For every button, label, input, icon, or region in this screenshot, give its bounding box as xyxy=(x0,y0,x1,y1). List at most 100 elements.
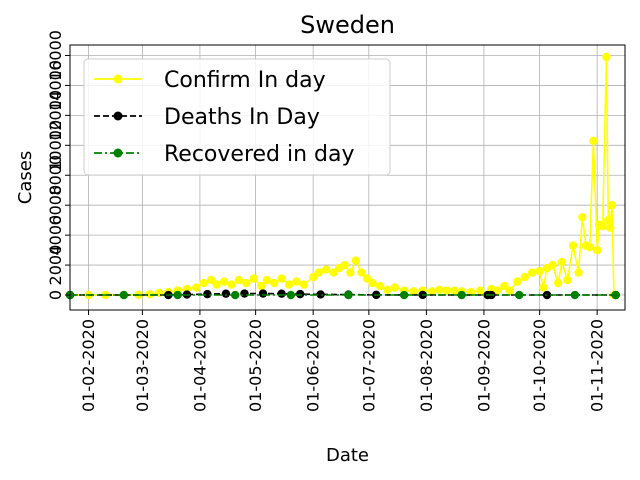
x-axis-label: Date xyxy=(326,445,369,466)
data-point xyxy=(607,200,617,210)
legend-swatch-marker xyxy=(113,74,123,84)
data-point xyxy=(145,290,155,299)
x-tick-label: 01-09-2020 xyxy=(474,319,493,412)
x-tick-label: 01-02-2020 xyxy=(79,319,98,412)
data-point xyxy=(256,281,266,291)
data-point xyxy=(308,272,318,282)
data-point xyxy=(592,245,602,255)
x-tick-label: 01-04-2020 xyxy=(190,319,209,412)
y-tick-label: 16000 xyxy=(46,30,65,81)
data-point xyxy=(340,260,349,270)
series-2 xyxy=(65,290,620,300)
data-point xyxy=(409,287,418,296)
data-point xyxy=(295,289,305,299)
data-point xyxy=(435,285,444,294)
data-point xyxy=(505,286,515,295)
data-point xyxy=(570,290,580,300)
data-point xyxy=(173,290,182,300)
data-point xyxy=(535,266,544,276)
series-layer xyxy=(65,52,620,300)
data-point xyxy=(346,268,355,277)
x-tick-label: 01-08-2020 xyxy=(417,319,436,412)
legend-swatch-marker xyxy=(113,111,123,121)
data-point xyxy=(292,277,301,286)
data-point xyxy=(362,274,372,283)
chart-title: Sweden xyxy=(300,11,395,39)
data-point xyxy=(598,221,607,231)
y-tick-label: 10000 xyxy=(46,120,65,171)
data-point xyxy=(553,278,563,288)
data-point xyxy=(585,242,594,252)
data-point xyxy=(399,290,409,300)
data-point xyxy=(375,281,385,291)
data-point xyxy=(513,277,522,286)
x-axis: 01-02-2020 01-03-2020 01-04-2020 01-05-2020… xyxy=(79,310,607,412)
data-point xyxy=(351,256,361,265)
data-point xyxy=(476,286,485,295)
data-point xyxy=(520,272,529,282)
data-point xyxy=(605,223,615,232)
data-point xyxy=(258,289,268,298)
legend-label: Deaths In Day xyxy=(164,105,320,130)
y-axis-label: Cases xyxy=(15,151,36,204)
y-tick-label: 4000 xyxy=(46,215,65,256)
data-point xyxy=(119,290,129,300)
data-point xyxy=(242,278,251,288)
data-point xyxy=(574,268,583,277)
data-point xyxy=(539,283,548,292)
legend-box xyxy=(83,58,391,176)
x-tick-label: 01-03-2020 xyxy=(133,319,152,412)
plot-frame xyxy=(69,44,626,311)
data-point xyxy=(240,289,249,298)
x-tick-label: 01-07-2020 xyxy=(359,319,378,412)
data-point xyxy=(527,268,537,277)
y-tick-label: 6000 xyxy=(46,185,65,226)
data-point xyxy=(450,286,459,295)
y-tick-label: 14000 xyxy=(46,60,65,111)
y-tick-label: 2000 xyxy=(46,245,65,286)
data-point xyxy=(234,275,244,285)
data-point xyxy=(199,278,208,288)
x-tick-label: 01-10-2020 xyxy=(530,319,549,412)
data-point xyxy=(277,274,286,283)
data-point xyxy=(344,290,353,300)
data-point xyxy=(589,136,598,146)
legend-swatch-marker xyxy=(113,148,123,158)
legend-label: Confirm In day xyxy=(164,68,326,93)
data-point xyxy=(563,275,572,285)
data-point xyxy=(316,290,325,299)
data-point xyxy=(578,212,587,222)
data-point xyxy=(231,290,240,300)
data-point xyxy=(427,287,437,296)
data-point xyxy=(390,283,400,292)
data-point xyxy=(500,281,509,291)
data-point xyxy=(321,265,331,274)
data-point xyxy=(192,283,201,292)
legend: Confirm In day Deaths In Day Recovered in … xyxy=(83,58,391,176)
data-point xyxy=(548,260,557,270)
data-point xyxy=(368,278,377,288)
data-point xyxy=(442,286,452,295)
data-point xyxy=(329,268,338,277)
data-point xyxy=(514,290,524,300)
data-point xyxy=(542,290,552,300)
data-point xyxy=(466,287,476,297)
data-point xyxy=(602,52,611,62)
data-point xyxy=(277,289,286,298)
data-point xyxy=(286,290,296,300)
y-tick-label: 8000 xyxy=(46,155,65,196)
data-point xyxy=(206,275,216,285)
data-point xyxy=(383,285,392,294)
y-tick-label: 0 xyxy=(46,290,65,300)
series-0 xyxy=(65,52,620,300)
data-point xyxy=(568,241,578,250)
data-point xyxy=(284,280,294,289)
data-point xyxy=(203,289,212,299)
data-point xyxy=(457,290,466,300)
data-point xyxy=(611,290,620,300)
data-point xyxy=(269,278,279,288)
data-point xyxy=(249,274,258,283)
x-tick-label: 01-06-2020 xyxy=(304,319,323,412)
